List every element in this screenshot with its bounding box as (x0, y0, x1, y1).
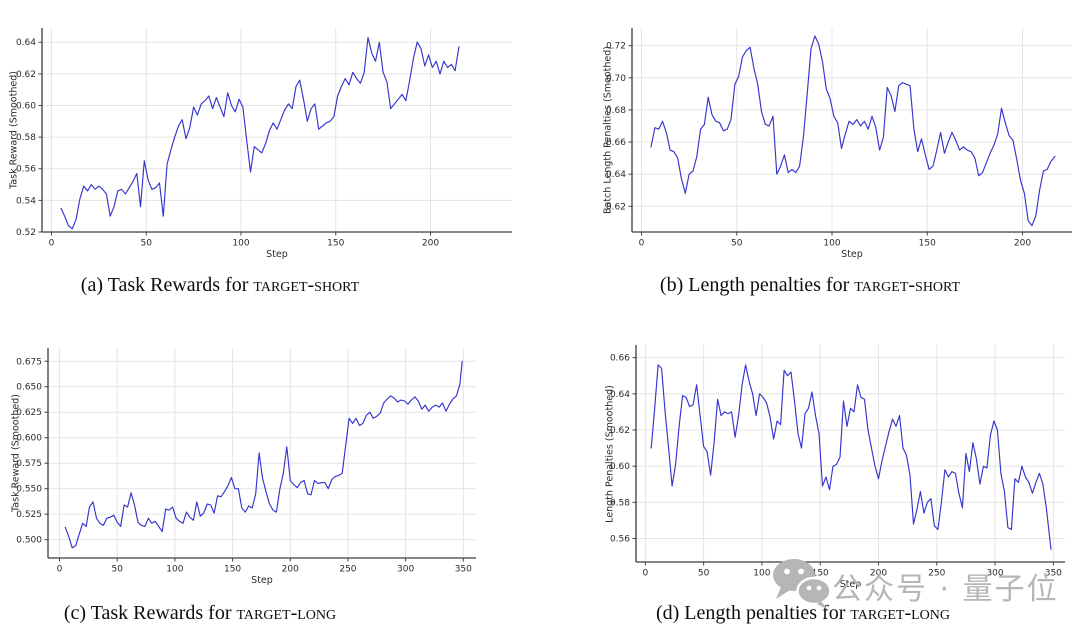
svg-text:0.72: 0.72 (606, 42, 626, 52)
svg-text:0.625: 0.625 (16, 408, 42, 418)
svg-text:0.500: 0.500 (16, 536, 42, 546)
svg-text:300: 300 (397, 565, 414, 575)
chart-a-plot: 0 50 100 150 200 0.52 0.54 0.56 0.58 0.60 0.62 0.64… (16, 28, 512, 260)
svg-text:0.62: 0.62 (606, 202, 626, 212)
chart-b-ylabel: Batch Length Penalties (Smoothed) (602, 46, 614, 214)
svg-text:Step: Step (840, 579, 862, 590)
chart-c-ylabel: Task Reward (Smoothed) (10, 394, 22, 512)
svg-text:250: 250 (928, 569, 945, 579)
svg-text:150: 150 (919, 239, 936, 249)
svg-text:200: 200 (870, 569, 887, 579)
svg-text:0.54: 0.54 (16, 196, 36, 206)
svg-text:0.575: 0.575 (16, 459, 42, 469)
svg-text:0.64: 0.64 (610, 390, 630, 400)
chart-d-ylabel: Length Penalties (Smoothed) (604, 385, 616, 523)
svg-text:250: 250 (339, 565, 356, 575)
svg-text:0.64: 0.64 (16, 38, 36, 48)
chart-c-caption: (c) Task Rewards for target-long (0, 602, 400, 625)
svg-text:0.600: 0.600 (16, 434, 42, 444)
caption-c-system-name: target-long (236, 602, 337, 624)
svg-text:100: 100 (232, 239, 249, 249)
svg-text:0: 0 (642, 569, 648, 579)
svg-text:100: 100 (753, 569, 770, 579)
svg-text:0.675: 0.675 (16, 357, 42, 367)
svg-text:0.58: 0.58 (16, 133, 36, 143)
svg-text:0: 0 (639, 239, 645, 249)
svg-text:Step: Step (251, 575, 273, 586)
svg-text:350: 350 (1045, 569, 1062, 579)
svg-text:0.68: 0.68 (606, 106, 626, 116)
svg-text:0.525: 0.525 (16, 510, 42, 520)
chart-a-ylabel: Task Reward (Smoothed) (8, 71, 20, 189)
svg-text:200: 200 (1014, 239, 1031, 249)
svg-text:350: 350 (455, 565, 472, 575)
svg-text:0.56: 0.56 (16, 165, 36, 175)
chart-a-caption: (a) Task Rewards for target-short (0, 274, 440, 297)
svg-text:50: 50 (141, 239, 153, 249)
svg-text:200: 200 (282, 565, 299, 575)
svg-text:50: 50 (731, 239, 743, 249)
svg-text:0.64: 0.64 (606, 170, 626, 180)
svg-text:Step: Step (841, 249, 863, 260)
svg-text:150: 150 (327, 239, 344, 249)
chart-b-plot: 0 50 100 150 200 0.62 0.64 0.66 0.68 0.70 0.72 Step (606, 28, 1072, 260)
svg-text:150: 150 (812, 569, 829, 579)
caption-b-text: (b) Length penalties for (659, 274, 855, 296)
caption-c-text: (c) Task Rewards for (63, 602, 237, 624)
svg-text:300: 300 (986, 569, 1003, 579)
caption-d-system-name: target-long (850, 602, 950, 624)
svg-text:200: 200 (422, 239, 439, 249)
svg-text:0.62: 0.62 (16, 70, 36, 80)
svg-text:50: 50 (698, 569, 710, 579)
svg-text:0.58: 0.58 (610, 498, 630, 508)
svg-text:0.60: 0.60 (16, 101, 36, 111)
svg-text:0.66: 0.66 (606, 138, 626, 148)
caption-a-text: (a) Task Rewards for (80, 274, 254, 296)
svg-text:50: 50 (111, 565, 123, 575)
svg-text:0.66: 0.66 (610, 354, 630, 364)
svg-text:0.62: 0.62 (610, 426, 630, 436)
chart-b-caption: (b) Length penalties for target-short (590, 274, 1030, 297)
svg-text:100: 100 (823, 239, 840, 249)
svg-text:0: 0 (57, 565, 63, 575)
svg-text:100: 100 (166, 565, 183, 575)
svg-text:0: 0 (49, 239, 55, 249)
chart-d-caption: (d) Length penalties for target-long (583, 602, 1023, 625)
chart-d-plot: 0 50 100 150 200 250 300 350 0.56 0.58 0.60 0.62 0.6… (610, 345, 1065, 590)
svg-text:0.52: 0.52 (16, 228, 36, 238)
svg-text:Step: Step (266, 249, 288, 260)
svg-text:0.650: 0.650 (16, 383, 42, 393)
wechat-icon (773, 559, 832, 610)
svg-text:0.56: 0.56 (610, 534, 630, 544)
chart-c-plot: 0 50 100 150 200 250 300 350 0.500 0.525 0.550 0.57… (16, 348, 476, 586)
svg-text:0.70: 0.70 (606, 74, 626, 84)
caption-d-text: (d) Length penalties for (655, 602, 851, 624)
svg-text:0.60: 0.60 (610, 462, 630, 472)
caption-a-system-name: target-short (253, 274, 360, 296)
svg-text:0.550: 0.550 (16, 485, 42, 495)
caption-b-system-name: target-short (854, 274, 961, 296)
svg-text:150: 150 (224, 565, 241, 575)
watermark-text: 公众号 · 量子位 (832, 572, 1059, 607)
